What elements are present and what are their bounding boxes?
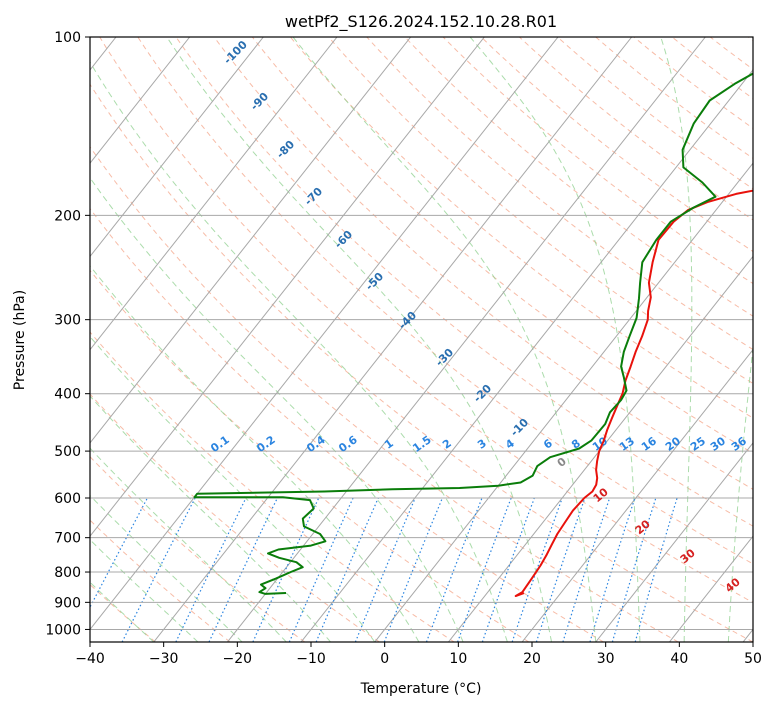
moist-adiabat-line: [470, 37, 640, 642]
moist-adiabat-line: [728, 37, 775, 642]
y-tick-label: 600: [54, 491, 81, 507]
isotherm-line: [0, 37, 337, 642]
x-tick-label: −20: [223, 651, 253, 667]
x-tick-label: 50: [744, 651, 762, 667]
x-tick-label: 0: [380, 651, 389, 667]
x-axis-title: Temperature (°C): [360, 681, 482, 697]
mixing-ratio-line: [536, 498, 585, 642]
dry-adiabat-label: 30: [678, 546, 698, 566]
dry-adiabat-label: 20: [633, 517, 653, 537]
mixing-ratio-line: [289, 498, 353, 642]
mixing-ratio-line: [482, 498, 534, 642]
mixing-ratio-line: [427, 498, 483, 642]
dry-adiabat-label: 40: [723, 575, 743, 595]
temperature-profile-line: [516, 37, 775, 596]
dry-adiabat-line: [558, 37, 775, 642]
moist-adiabat-line: [76, 37, 508, 642]
moist-adiabat-line: [7, 37, 463, 642]
mixing-ratio-label: 2: [440, 437, 454, 452]
dry-adiabat-line: [0, 37, 230, 642]
moist-adiabat-label: -50: [363, 270, 386, 293]
x-axis: −40 −30 −20 −10 0 10 20 30 40 50: [75, 642, 762, 667]
y-tick-label: 500: [54, 444, 81, 460]
dry-adiabat-line: [443, 37, 775, 642]
isotherm-line: [0, 37, 411, 642]
isotherm-line: [375, 37, 775, 642]
moist-adiabat-label: -10: [508, 416, 531, 439]
mixing-ratio-label: 0.6: [336, 433, 360, 455]
moist-adiabat-label: -100: [221, 38, 250, 67]
x-tick-label: −40: [75, 651, 105, 667]
isotherm-line: [227, 37, 705, 642]
mixing-ratio-label: 6: [541, 436, 555, 451]
y-axis: 100 200 300 400 500 600 700 800 900 1000: [45, 30, 90, 638]
mixing-ratio-label: 0.1: [208, 433, 231, 455]
x-tick-label: 10: [449, 651, 467, 667]
moist-adiabat-label: -30: [433, 346, 456, 369]
moist-adiabat-label: -40: [396, 309, 419, 332]
moist-adiabat-line: [167, 37, 552, 642]
isotherm-line: [743, 37, 775, 642]
y-tick-label: 100: [54, 30, 81, 46]
x-tick-label: −10: [296, 651, 326, 667]
x-tick-label: 40: [670, 651, 688, 667]
moist-adiabat-label: -80: [274, 138, 297, 161]
y-tick-label: 200: [54, 208, 81, 224]
mixing-ratio-line: [563, 498, 610, 642]
dry-adiabat-line: [710, 37, 775, 642]
moist-adiabat-line: [0, 37, 198, 642]
dry-adiabat-line: [367, 37, 775, 642]
mixing-ratio-label: 3: [475, 437, 489, 452]
mixing-ratio-line: [122, 498, 195, 642]
moist-adiabat-line: [0, 37, 242, 642]
y-tick-label: 900: [54, 595, 81, 611]
mixing-ratio-label: 1.5: [410, 433, 433, 455]
x-tick-label: 20: [523, 651, 541, 667]
mixing-ratio-line: [72, 498, 147, 642]
plot-frame: [90, 37, 753, 642]
dry-adiabat-line: [252, 37, 775, 642]
dry-adiabat-label: 0: [555, 455, 569, 470]
dry-adiabat-line: [62, 37, 754, 642]
moist-adiabat-label: -90: [248, 90, 271, 113]
y-tick-label: 1000: [45, 622, 81, 638]
isotherm-line: [0, 37, 263, 642]
dry-adiabat-line: [634, 37, 775, 642]
dry-adiabat-line: [290, 37, 775, 642]
moist-adiabat-line: [0, 37, 331, 642]
dry-adiabat-line: [0, 37, 454, 642]
moist-adiabat-line: [0, 37, 419, 642]
mixing-ratio-line: [176, 498, 246, 642]
moist-adiabat-label: -60: [332, 228, 355, 251]
chart-title: wetPf2_S126.2024.152.10.28.R01: [285, 12, 557, 32]
moist-adiabat-line: [0, 37, 286, 642]
y-axis-title: Pressure (hPa): [12, 290, 28, 390]
y-tick-label: 400: [54, 387, 81, 403]
dry-adiabat-line: [23, 37, 678, 642]
y-tick-label: 300: [54, 313, 81, 329]
y-tick-label: 800: [54, 565, 81, 581]
x-tick-label: 30: [597, 651, 615, 667]
mixing-ratio-label: 4: [503, 436, 517, 451]
dry-adiabat-line: [329, 37, 775, 642]
isotherm-line: [80, 37, 558, 642]
x-tick-label: −30: [149, 651, 179, 667]
dry-adiabat-line: [100, 37, 775, 642]
dry-adiabat-line: [748, 37, 775, 642]
mixing-ratio-line: [316, 498, 378, 642]
background-lines: [0, 37, 775, 642]
mixing-ratio-label: 0.2: [254, 433, 277, 455]
y-tick-label: 700: [54, 531, 81, 547]
dry-adiabat-line: [0, 37, 529, 642]
isotherm-line: [448, 37, 775, 642]
dry-adiabat-line: [405, 37, 775, 642]
moist-adiabat-label: -70: [302, 185, 325, 208]
